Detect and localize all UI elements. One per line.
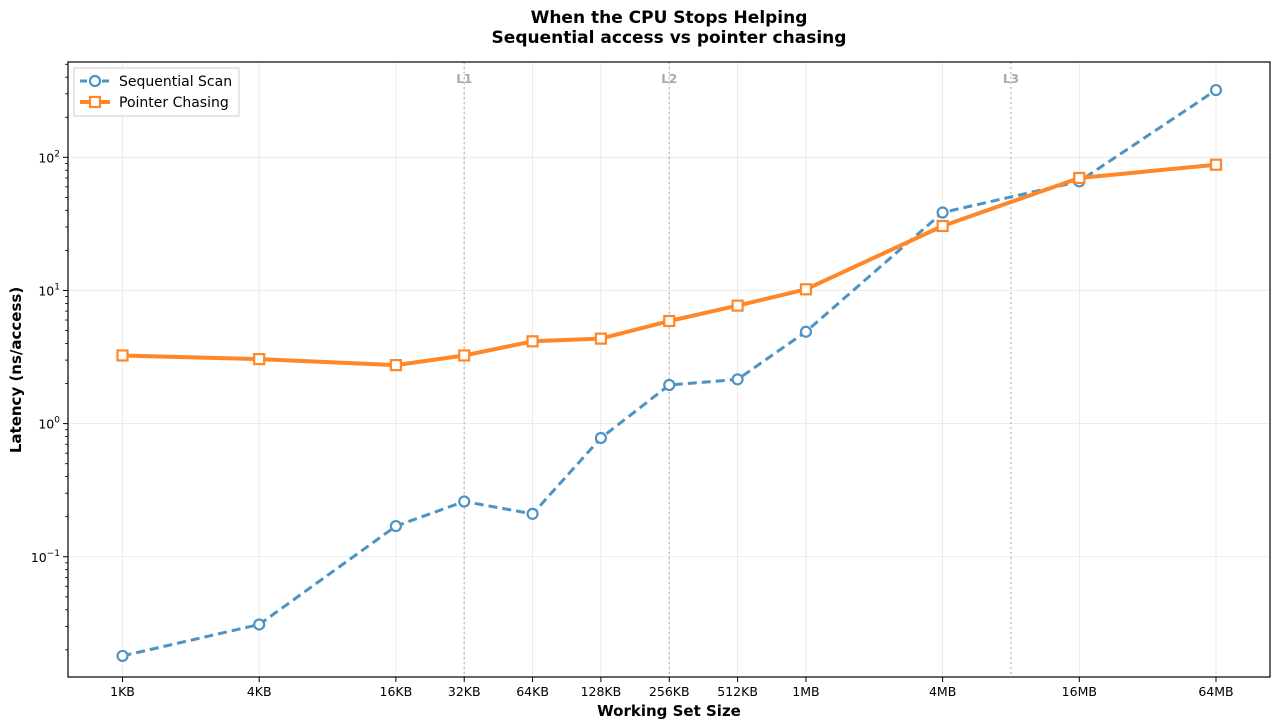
data-point-sequential — [116, 649, 129, 663]
legend-label-sequential: Sequential Scan — [119, 74, 232, 90]
legend-swatch-pointer-marker — [88, 95, 102, 109]
chart-subtitle: Sequential access vs pointer chasing — [492, 28, 847, 48]
cache-marker-label: L3 — [1003, 72, 1019, 86]
cache-marker-label: L1 — [456, 72, 472, 86]
data-point-sequential — [389, 519, 402, 533]
series-layer — [116, 83, 1223, 663]
data-point-pointer — [663, 314, 676, 328]
data-point-pointer — [526, 335, 539, 348]
data-point-pointer — [253, 353, 266, 366]
legend: Sequential Scan Pointer Chasing — [73, 67, 240, 117]
x-tick-label: 64KB — [516, 684, 549, 699]
y-tick-label: 100 — [38, 416, 60, 432]
y-axis-ticks: 10−1 100 101 102 — [31, 63, 68, 651]
x-tick-label: 1MB — [792, 684, 819, 699]
x-tick-label: 32KB — [448, 684, 481, 699]
grid — [68, 62, 1270, 677]
x-tick-label: 64MB — [1198, 684, 1233, 699]
data-point-sequential — [594, 431, 608, 445]
y-tick-label: 101 — [38, 282, 60, 298]
y-tick-label: 102 — [38, 149, 60, 165]
data-point-sequential — [458, 495, 471, 508]
chart-title: When the CPU Stops Helping — [531, 8, 808, 28]
x-tick-label: 1KB — [110, 684, 135, 699]
data-point-pointer — [936, 219, 949, 233]
series-line-pointer — [122, 162, 1217, 368]
x-axis-label: Working Set Size — [597, 702, 741, 720]
cache-marker-label: L2 — [661, 72, 677, 86]
legend-box — [73, 67, 240, 117]
x-axis-ticks: 1KB 4KB 16KB 32KB 64KB 128KB 256KB 512KB 1MB 4MB 1… — [110, 677, 1234, 699]
data-point-sequential — [936, 206, 949, 219]
data-point-sequential — [799, 325, 813, 338]
data-point-pointer — [116, 349, 129, 362]
legend-swatch-sequential-marker — [88, 74, 102, 88]
cache-level-markers: L1 L2 L3 — [456, 62, 1019, 677]
x-tick-label: 512KB — [717, 684, 758, 699]
x-tick-label: 16KB — [380, 684, 413, 699]
data-point-sequential — [731, 373, 744, 386]
y-tick-label: 10−1 — [31, 549, 60, 565]
x-tick-label: 128KB — [581, 684, 622, 699]
data-point-sequential — [663, 378, 676, 392]
x-tick-label: 256KB — [649, 684, 690, 699]
series-line-sequential — [122, 88, 1217, 658]
x-tick-label: 4MB — [929, 684, 956, 699]
legend-label-pointer: Pointer Chasing — [119, 95, 229, 111]
y-axis-label: Latency (ns/access) — [7, 287, 25, 453]
data-point-pointer — [1209, 158, 1223, 171]
data-point-pointer — [458, 349, 471, 362]
data-point-sequential — [526, 507, 539, 520]
data-point-sequential — [1209, 83, 1223, 97]
data-point-sequential — [253, 618, 266, 631]
x-tick-label: 4KB — [247, 684, 272, 699]
data-point-pointer — [731, 299, 744, 312]
data-point-pointer — [799, 283, 813, 296]
x-tick-label: 16MB — [1062, 684, 1097, 699]
data-point-pointer — [1073, 171, 1086, 185]
data-point-pointer — [389, 359, 402, 372]
data-point-pointer — [594, 332, 608, 345]
